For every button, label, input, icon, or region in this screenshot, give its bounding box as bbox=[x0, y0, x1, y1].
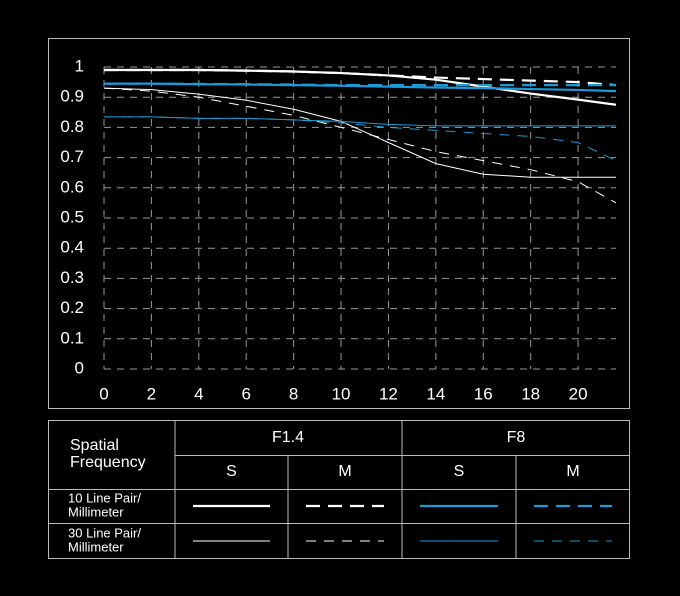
column-header: M bbox=[566, 463, 579, 480]
column-header: S bbox=[226, 463, 237, 480]
chart-frame bbox=[48, 38, 630, 409]
x-tick-label: 4 bbox=[194, 384, 203, 403]
aperture-header: F8 bbox=[507, 429, 526, 446]
row-label: Millimeter bbox=[68, 504, 124, 519]
y-tick-label: 0.6 bbox=[60, 177, 84, 196]
mtf-line bbox=[104, 116, 616, 127]
y-tick-label: 1 bbox=[75, 56, 84, 75]
y-tick-label: 0.3 bbox=[60, 268, 84, 287]
x-tick-label: 18 bbox=[521, 384, 540, 403]
y-tick-label: 0.1 bbox=[60, 328, 84, 347]
mtf-line bbox=[104, 82, 616, 87]
mtf-line bbox=[103, 87, 617, 204]
mtf-line bbox=[104, 116, 617, 162]
x-tick-label: 14 bbox=[426, 384, 445, 403]
column-header: S bbox=[454, 463, 465, 480]
y-tick-label: 0.7 bbox=[60, 147, 84, 166]
y-tick-label: 0.2 bbox=[60, 298, 84, 317]
y-tick-label: 0 bbox=[75, 358, 84, 377]
row-label: 10 Line Pair/ bbox=[68, 490, 141, 505]
x-tick-label: 20 bbox=[569, 384, 588, 403]
row-label: Millimeter bbox=[68, 539, 124, 554]
x-tick-label: 8 bbox=[289, 384, 298, 403]
row-label: 30 Line Pair/ bbox=[68, 525, 141, 540]
x-tick-label: 16 bbox=[474, 384, 493, 403]
x-tick-label: 6 bbox=[241, 384, 250, 403]
mtf-line bbox=[104, 82, 617, 93]
y-tick-label: 0.9 bbox=[60, 87, 84, 106]
x-tick-label: 10 bbox=[332, 384, 351, 403]
y-tick-label: 0.5 bbox=[60, 207, 84, 226]
x-tick-label: 2 bbox=[147, 384, 156, 403]
aperture-header: F1.4 bbox=[272, 429, 304, 446]
row-header: Frequency bbox=[70, 454, 146, 471]
x-tick-label: 0 bbox=[99, 384, 108, 403]
column-header: M bbox=[338, 463, 351, 480]
mtf-line bbox=[104, 68, 617, 106]
y-tick-label: 0.8 bbox=[60, 117, 84, 136]
y-tick-label: 0.4 bbox=[60, 238, 84, 257]
row-header: Spatial bbox=[70, 437, 119, 454]
legend-table bbox=[48, 420, 630, 559]
x-tick-label: 12 bbox=[379, 384, 398, 403]
mtf-line bbox=[103, 87, 616, 178]
